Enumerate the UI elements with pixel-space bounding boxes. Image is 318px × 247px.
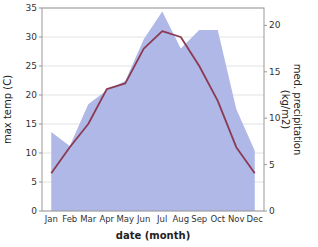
- x-tick-label: Nov: [228, 214, 245, 224]
- x-tick-label: Apr: [99, 214, 114, 224]
- y-tick-label: 10: [26, 148, 38, 158]
- y2-tick: [264, 25, 267, 26]
- temp-line: [51, 31, 255, 173]
- y-tick-label: 25: [26, 61, 37, 71]
- y-tick: [39, 95, 42, 96]
- y-tick: [39, 8, 42, 9]
- y2-tick: [264, 71, 267, 72]
- plot-frame: [42, 8, 264, 211]
- y2-tick: [264, 211, 267, 212]
- y-tick-label: 30: [26, 32, 38, 42]
- y-tick: [39, 124, 42, 125]
- x-tick-label: Jan: [44, 214, 58, 224]
- x-tick-label: Aug: [172, 214, 189, 224]
- x-tick-label: Feb: [62, 214, 77, 224]
- x-tick-label: May: [116, 214, 134, 224]
- x-axis-label: date (month): [116, 230, 190, 241]
- y2-axis-label: med. precipitation(kg/m2): [280, 64, 303, 156]
- y-tick: [39, 37, 42, 38]
- y2-axis-label-line: (kg/m2): [280, 90, 291, 130]
- y-tick-label: 0: [31, 206, 37, 216]
- y2-tick: [264, 118, 267, 119]
- y-tick: [39, 66, 42, 67]
- y2-tick-label: 0: [269, 206, 275, 216]
- x-tick-label: Dec: [247, 214, 264, 224]
- y2-tick-label: 20: [269, 20, 281, 30]
- y-tick: [39, 182, 42, 183]
- plot-area: [51, 11, 255, 211]
- y-tick-label: 20: [26, 90, 38, 100]
- x-tick-label: Jul: [156, 214, 167, 224]
- y2-tick-label: 15: [269, 67, 280, 77]
- y2-tick-label: 5: [269, 160, 275, 170]
- y2-tick-label: 10: [269, 113, 281, 123]
- y-axis-label: max temp (C): [2, 75, 13, 144]
- x-tick-label: Oct: [210, 214, 225, 224]
- y-tick: [39, 153, 42, 154]
- y-tick-label: 15: [26, 119, 37, 129]
- y-tick-label: 5: [31, 177, 37, 187]
- y2-axis-label-line: med. precipitation: [292, 64, 303, 156]
- x-tick-label: Sep: [191, 214, 207, 224]
- y-tick-label: 35: [26, 3, 37, 13]
- precip-area: [51, 11, 255, 211]
- y-tick: [39, 211, 42, 212]
- chart: 0 5 10 15 20 25 30 35 0 5 10 15 20 Jan FebMarAprMayJun…: [0, 0, 318, 247]
- y2-tick: [264, 164, 267, 165]
- x-tick-label: Mar: [80, 214, 97, 224]
- x-tick-label: Jun: [136, 214, 150, 224]
